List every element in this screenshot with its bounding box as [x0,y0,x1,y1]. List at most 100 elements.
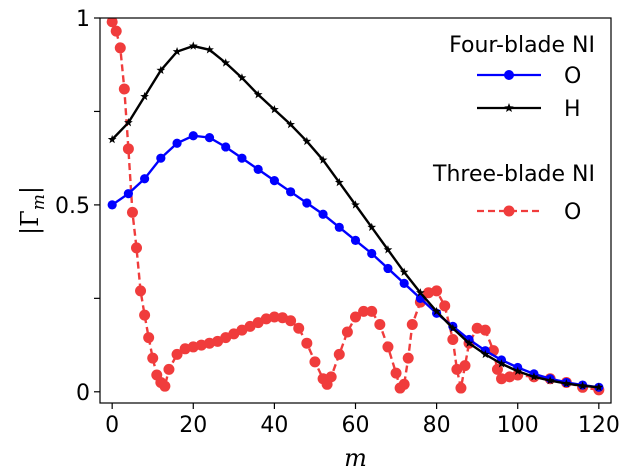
y-axis-label-close: | [16,186,45,194]
x-axis-label: m [344,444,367,470]
data-point-four-blade-o [383,263,393,274]
data-point-four-blade-o [399,278,409,288]
data-point-three-blade-o [350,311,361,323]
data-point-three-blade-o [135,285,147,297]
legend-group-title-four-blade: Four-blade NI [449,33,595,58]
data-point-four-blade-o [172,138,182,148]
data-point-three-blade-o [159,380,171,392]
data-point-four-blade-h [513,366,523,375]
x-tick-label: 20 [179,413,207,438]
y-axis-ticks: 00.51 [55,7,100,406]
data-point-four-blade-o [367,248,377,259]
data-point-four-blade-h [237,73,247,82]
data-point-three-blade-o [110,25,122,37]
data-point-four-blade-h [302,136,312,146]
legend-marker-four-blade-o [504,70,514,80]
data-point-four-blade-h [529,372,539,381]
data-point-three-blade-o [131,242,142,254]
data-point-three-blade-o [114,42,126,54]
data-point-four-blade-o [123,189,133,199]
data-point-four-blade-o [140,174,150,184]
data-point-three-blade-o [163,363,175,375]
legend: Four-blade NI O H Three-blade NI O [432,33,595,225]
data-point-three-blade-o [406,319,418,331]
data-point-three-blade-o [402,352,414,364]
data-point-four-blade-o [302,198,312,208]
data-point-four-blade-h [221,58,231,67]
data-point-four-blade-h [318,155,328,164]
data-point-four-blade-h [480,349,490,359]
data-point-four-blade-o [107,200,117,210]
data-point-three-blade-o [398,378,410,390]
data-point-three-blade-o [479,324,491,336]
legend-label-four-blade-o: O [564,64,581,89]
star-icon [504,103,514,113]
data-point-four-blade-h [286,119,295,129]
legend-marker-four-blade-h [504,103,514,113]
data-point-four-blade-h [270,104,279,114]
data-point-four-blade-o [221,142,231,152]
data-point-four-blade-h [205,45,214,54]
x-tick-label: 60 [342,413,370,438]
x-tick-label: 120 [578,413,620,438]
data-point-three-blade-o [459,360,471,372]
y-axis-label-open: |Γ [16,210,45,235]
data-point-four-blade-h [253,90,263,99]
data-point-four-blade-h [497,359,506,368]
data-point-four-blade-o [269,175,279,186]
data-point-three-blade-o [139,309,151,321]
data-point-three-blade-o [439,300,451,312]
data-point-four-blade-o [237,153,247,163]
data-point-three-blade-o [447,333,459,345]
data-point-four-blade-h [399,267,409,276]
data-point-three-blade-o [366,305,378,317]
data-point-four-blade-h [448,323,458,332]
data-point-three-blade-o [122,143,134,155]
data-point-four-blade-h [351,200,360,209]
data-point-three-blade-o [333,348,345,360]
data-point-four-blade-h [334,177,344,187]
data-point-four-blade-o [318,209,328,219]
data-point-three-blade-o [358,305,370,317]
data-point-four-blade-o [350,235,361,246]
data-point-four-blade-h [545,375,555,385]
series-four-blade-h [107,41,604,392]
data-point-four-blade-h [124,118,133,127]
data-point-four-blade-h [188,41,198,50]
data-point-three-blade-o [309,356,321,368]
y-tick-label: 0.5 [55,194,90,219]
series-layer [106,18,605,396]
data-point-four-blade-o [253,164,263,174]
data-point-four-blade-o [188,131,198,141]
data-point-three-blade-o [325,371,337,383]
y-tick-label: 1 [76,7,90,32]
y-axis-label: |Γm| [16,186,49,235]
data-point-three-blade-o [455,382,467,394]
data-point-four-blade-h [562,378,571,388]
data-point-three-blade-o [293,322,305,334]
data-point-four-blade-h [107,134,117,144]
data-point-four-blade-h [594,382,604,392]
data-point-four-blade-h [416,288,425,297]
data-point-three-blade-o [118,83,130,95]
data-point-four-blade-h [367,222,377,232]
data-point-four-blade-h [578,381,587,390]
legend-group-title-three-blade: Three-blade NI [432,162,595,187]
data-point-three-blade-o [268,311,280,323]
series-line-four-blade-h [111,44,599,389]
y-axis-label-sub: m [29,194,49,210]
data-point-four-blade-h [464,338,474,347]
data-point-four-blade-h [140,91,149,101]
data-point-four-blade-h [383,245,393,254]
data-point-three-blade-o [390,367,402,379]
y-tick-label: 0 [76,381,90,406]
data-point-three-blade-o [382,341,394,353]
data-point-three-blade-o [341,326,353,338]
data-point-four-blade-o [334,222,344,232]
data-point-three-blade-o [374,319,386,331]
data-point-three-blade-o [143,332,155,344]
data-point-three-blade-o [106,18,118,28]
data-point-three-blade-o [147,352,159,364]
x-tick-label: 80 [423,413,451,438]
